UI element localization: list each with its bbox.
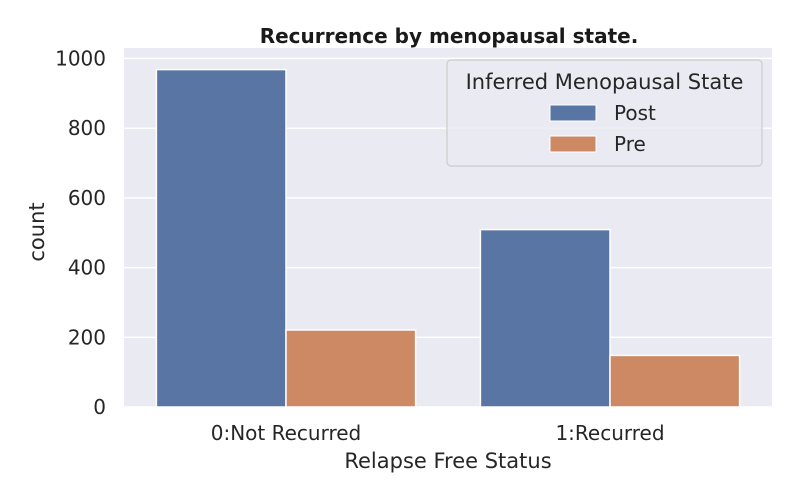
y-tick-labels: 0 200 400 600 800 1000 <box>55 46 106 419</box>
legend-box <box>446 59 763 167</box>
y-axis-label: count <box>25 202 49 261</box>
legend-swatch-pre <box>549 135 597 153</box>
legend-title: Inferred Menopausal State <box>466 70 744 94</box>
y-tick-label: 0 <box>93 395 106 419</box>
legend-swatch-post <box>549 104 597 122</box>
bars <box>155 68 741 408</box>
y-tick-label: 600 <box>68 186 106 210</box>
bar-post-1 <box>479 228 611 408</box>
legend-label-pre: Pre <box>614 132 646 156</box>
legend-label-post: Post <box>614 101 656 125</box>
y-tick-label: 400 <box>68 256 106 280</box>
bar-post-0 <box>155 68 287 408</box>
x-axis-label: Relapse Free Status <box>344 449 551 473</box>
chart-title: Recurrence by menopausal state. <box>260 24 639 48</box>
x-tick-label: 1:Recurred <box>555 421 664 445</box>
bar-pre-0 <box>285 329 417 408</box>
bar-pre-1 <box>609 354 741 408</box>
legend: Inferred Menopausal State Post Pre <box>446 59 763 167</box>
x-tick-labels: 0:Not Recurred 1:Recurred <box>211 421 665 445</box>
y-tick-label: 800 <box>68 116 106 140</box>
x-tick-label: 0:Not Recurred <box>211 421 362 445</box>
y-tick-label: 200 <box>68 325 106 349</box>
y-tick-label: 1000 <box>55 46 106 70</box>
